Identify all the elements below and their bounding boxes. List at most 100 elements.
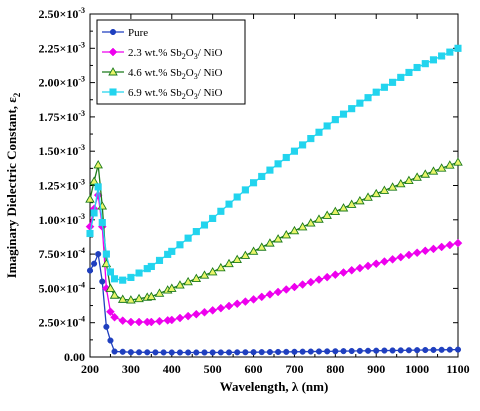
data-point — [99, 278, 106, 285]
data-point — [445, 240, 455, 250]
y-axis-title-subscript: 2 — [12, 92, 22, 97]
data-point — [339, 268, 348, 277]
data-point — [436, 163, 447, 172]
data-point — [91, 260, 98, 267]
data-point — [207, 267, 218, 276]
data-point — [315, 128, 323, 136]
data-point — [134, 293, 144, 303]
data-point — [176, 241, 184, 249]
data-point — [234, 349, 241, 356]
data-point — [331, 116, 339, 124]
x-tick-label: 1100 — [446, 362, 469, 376]
data-point — [167, 315, 177, 325]
data-point — [273, 234, 283, 243]
data-point — [86, 267, 94, 274]
data-point — [421, 60, 429, 68]
legend: Pure 2.3 wt.% Sb2O3/ NiO 4.6 wt.% Sb2O3/ N… — [96, 19, 246, 105]
data-point — [323, 122, 331, 130]
y-axis-title-main: Imaginary Dielectric Constant, ε — [4, 97, 19, 278]
data-point — [420, 246, 430, 256]
y-tick-label: 1.25×10-3 — [38, 178, 85, 193]
data-point — [110, 275, 119, 283]
series-layer — [85, 44, 463, 356]
y-tick-label: 2.50×10-4 — [38, 315, 85, 330]
series-3 — [85, 157, 463, 304]
data-point — [428, 166, 439, 175]
data-point — [167, 283, 177, 292]
data-point — [200, 221, 209, 229]
y-tick-label: 2.00×10-3 — [38, 75, 85, 90]
legend-marker — [108, 67, 118, 76]
data-point — [373, 347, 380, 354]
data-point — [86, 229, 94, 238]
data-point — [265, 290, 275, 299]
data-point — [446, 48, 454, 56]
data-point — [111, 348, 118, 355]
data-point — [346, 199, 357, 208]
data-point — [387, 182, 398, 191]
y-tick-label: 2.25×10-3 — [38, 40, 85, 55]
data-point — [225, 200, 233, 208]
data-point — [117, 294, 128, 303]
x-tick-label: 800 — [326, 362, 344, 376]
data-point — [454, 346, 462, 353]
data-point — [126, 295, 136, 304]
data-point — [160, 349, 167, 356]
x-tick-label: 200 — [81, 362, 99, 376]
ticks-layer: 200 300 400 500 600 700 800 900 1000 1100 0.00 2.50… — [38, 6, 469, 376]
data-point — [266, 166, 274, 174]
data-point — [168, 247, 176, 255]
data-point — [422, 346, 429, 354]
data-point — [306, 277, 316, 287]
legend-marker — [108, 47, 118, 57]
data-point — [290, 147, 298, 155]
data-point — [249, 295, 258, 304]
data-point — [266, 348, 273, 356]
data-point — [414, 347, 421, 354]
data-point — [356, 347, 363, 354]
data-point — [85, 222, 95, 232]
legend-item: Pure — [102, 27, 148, 39]
data-point — [224, 301, 234, 311]
data-point — [110, 312, 119, 322]
data-point — [446, 346, 453, 353]
data-point — [224, 258, 234, 268]
legend-item: 6.9 wt.% Sb2O3/ NiO — [102, 87, 223, 101]
data-point — [209, 214, 217, 222]
data-point — [281, 229, 292, 239]
data-point — [396, 252, 406, 262]
data-point — [176, 349, 184, 356]
data-point — [389, 78, 397, 86]
data-point — [250, 179, 258, 187]
y-tick-label: 2.50×10-3 — [38, 6, 85, 21]
data-point — [289, 225, 300, 235]
data-point — [183, 311, 193, 321]
data-point — [105, 283, 116, 292]
legend-label: 4.6 wt.% Sb2O3/ NiO — [128, 67, 223, 81]
data-point — [232, 254, 242, 264]
data-point — [413, 63, 421, 72]
y-tick-label: 1.50×10-3 — [38, 143, 85, 158]
y-tick-label: 7.50×10-4 — [38, 246, 85, 261]
data-point — [248, 246, 259, 255]
legend-label: Pure — [128, 27, 148, 39]
x-tick-label: 700 — [285, 362, 303, 376]
data-point — [332, 348, 339, 355]
data-point — [363, 192, 373, 201]
data-point — [355, 195, 365, 205]
data-point — [429, 244, 438, 254]
data-point — [291, 348, 298, 355]
legend-marker — [109, 88, 117, 96]
data-point — [241, 186, 249, 194]
data-point — [307, 135, 315, 143]
legend-label: 6.9 wt.% Sb2O3/ NiO — [128, 87, 223, 101]
legend-marker — [109, 28, 117, 36]
data-point — [119, 348, 126, 355]
data-point — [183, 276, 193, 286]
data-point — [322, 210, 332, 219]
data-point — [307, 348, 314, 355]
data-point — [119, 276, 127, 284]
data-point — [107, 337, 114, 344]
x-tick-label: 1000 — [405, 362, 429, 376]
